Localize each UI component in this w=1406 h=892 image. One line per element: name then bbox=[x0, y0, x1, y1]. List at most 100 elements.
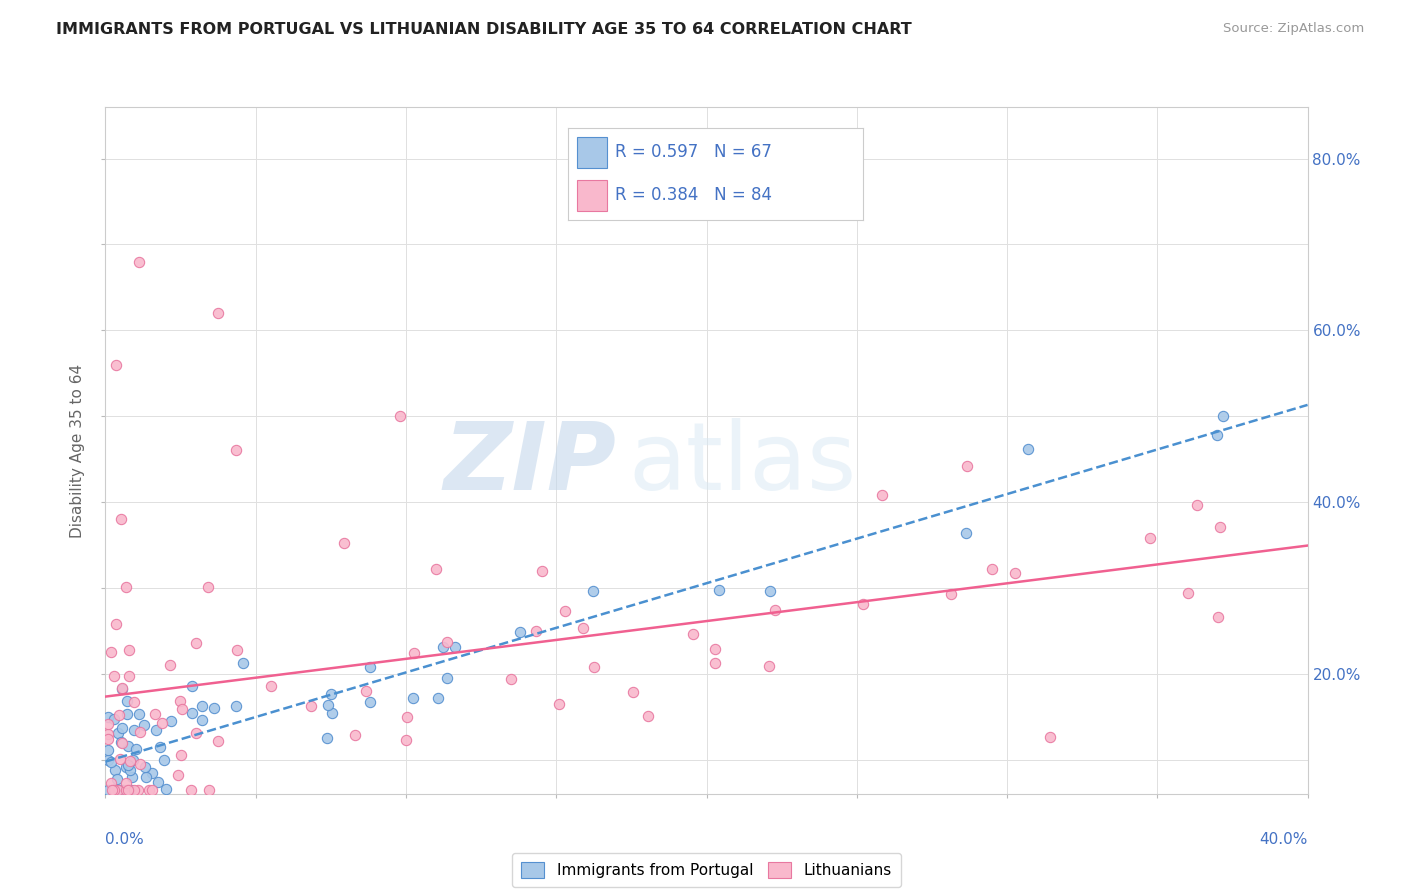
Point bbox=[111, 681, 134, 696]
Point bbox=[111, 681, 134, 695]
Point bbox=[103, 782, 125, 797]
Point bbox=[118, 643, 141, 657]
Point bbox=[101, 782, 124, 797]
Point bbox=[344, 728, 367, 742]
Point bbox=[160, 714, 183, 729]
Point bbox=[153, 753, 176, 767]
Point bbox=[167, 768, 190, 782]
Point bbox=[316, 731, 339, 745]
Point bbox=[225, 443, 247, 458]
Point bbox=[145, 723, 167, 737]
Point bbox=[186, 636, 208, 650]
Point bbox=[118, 755, 141, 769]
Point bbox=[758, 659, 780, 673]
Point bbox=[149, 740, 172, 755]
Point bbox=[108, 752, 131, 766]
Point bbox=[509, 624, 531, 639]
Point bbox=[202, 701, 225, 715]
Point bbox=[763, 603, 786, 617]
Point bbox=[103, 669, 125, 683]
Point bbox=[1139, 531, 1161, 545]
Point bbox=[118, 763, 141, 777]
Point bbox=[170, 748, 193, 763]
Point bbox=[758, 583, 780, 598]
Point bbox=[356, 684, 378, 698]
Point bbox=[124, 695, 146, 709]
Point bbox=[554, 604, 576, 618]
Point bbox=[97, 717, 120, 731]
Point bbox=[260, 679, 283, 693]
Point bbox=[956, 458, 979, 473]
Point bbox=[118, 669, 141, 683]
Point bbox=[359, 695, 381, 709]
Point bbox=[97, 753, 120, 767]
Point bbox=[107, 726, 129, 740]
Point bbox=[1209, 519, 1232, 533]
Point bbox=[1004, 566, 1026, 581]
Point bbox=[134, 760, 156, 774]
Point bbox=[682, 627, 704, 641]
Point bbox=[97, 732, 120, 747]
Point bbox=[105, 772, 128, 787]
Point bbox=[132, 717, 155, 731]
Point bbox=[225, 698, 247, 713]
Point bbox=[955, 526, 977, 541]
Point bbox=[115, 706, 138, 721]
Point bbox=[138, 782, 160, 797]
Point bbox=[1205, 427, 1227, 442]
Point bbox=[120, 782, 142, 797]
Point bbox=[120, 782, 142, 797]
Point bbox=[359, 660, 381, 674]
Legend: Immigrants from Portugal, Lithuanians: Immigrants from Portugal, Lithuanians bbox=[512, 853, 901, 888]
Point bbox=[97, 743, 120, 757]
Point bbox=[1177, 586, 1199, 600]
Point bbox=[621, 684, 644, 698]
Point bbox=[530, 564, 553, 578]
Point bbox=[111, 736, 134, 750]
Point bbox=[97, 709, 120, 723]
Point bbox=[152, 716, 174, 731]
Point bbox=[108, 782, 131, 797]
Point bbox=[197, 782, 219, 797]
Point bbox=[207, 734, 229, 748]
Text: Source: ZipAtlas.com: Source: ZipAtlas.com bbox=[1223, 22, 1364, 36]
Text: 0.0%: 0.0% bbox=[105, 831, 145, 847]
Point bbox=[128, 254, 150, 268]
Point bbox=[395, 710, 418, 724]
Point bbox=[117, 758, 139, 772]
Point bbox=[122, 782, 145, 797]
Point bbox=[117, 782, 139, 797]
Point bbox=[159, 657, 181, 672]
Point bbox=[1017, 442, 1039, 457]
Text: ZIP: ZIP bbox=[443, 418, 616, 510]
Point bbox=[115, 760, 138, 774]
Point bbox=[117, 739, 139, 753]
Point bbox=[100, 755, 122, 769]
Point bbox=[1208, 610, 1230, 624]
Point bbox=[105, 782, 128, 797]
Point bbox=[299, 699, 322, 714]
Point bbox=[941, 587, 963, 601]
Point bbox=[436, 634, 458, 648]
Point bbox=[207, 306, 229, 320]
Point bbox=[870, 488, 893, 502]
Text: atlas: atlas bbox=[628, 418, 856, 510]
Point bbox=[333, 536, 356, 550]
Point bbox=[1185, 498, 1208, 512]
Point bbox=[548, 697, 571, 711]
Point bbox=[703, 656, 725, 670]
Point bbox=[436, 671, 458, 685]
Point bbox=[104, 763, 127, 777]
Point bbox=[980, 562, 1002, 576]
Point bbox=[114, 580, 136, 594]
Point bbox=[404, 647, 426, 661]
Point bbox=[105, 358, 128, 372]
Point bbox=[104, 617, 127, 632]
Point bbox=[425, 562, 447, 576]
Point bbox=[395, 733, 418, 747]
Point bbox=[115, 775, 138, 789]
Point bbox=[121, 770, 143, 784]
Point bbox=[108, 708, 131, 723]
Point bbox=[582, 660, 605, 674]
Point bbox=[388, 409, 411, 423]
